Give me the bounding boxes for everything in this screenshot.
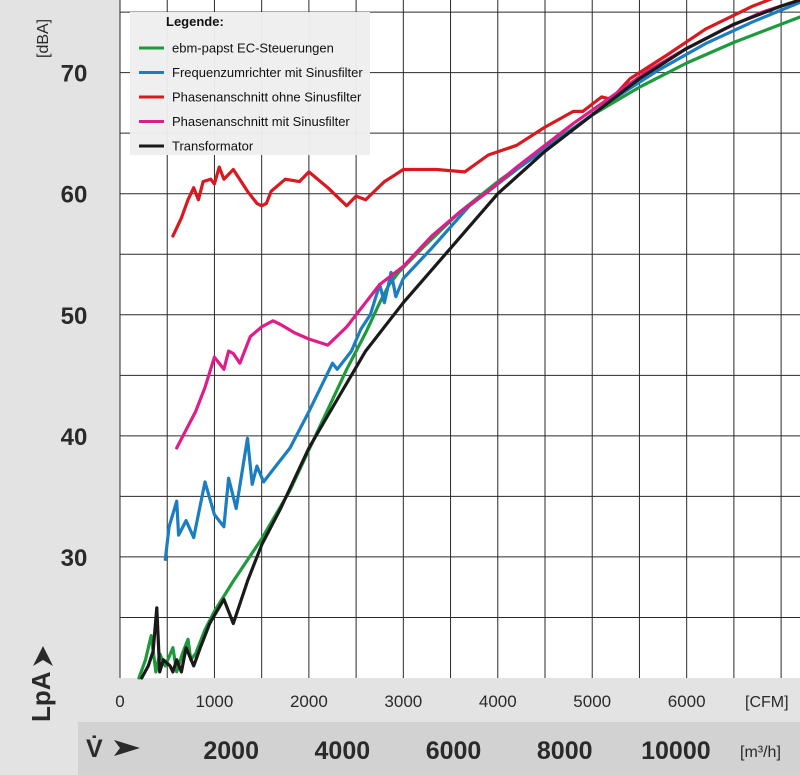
x-tick-label: 0	[115, 692, 124, 711]
m3h-tick-label: 6000	[426, 737, 482, 765]
y-tick-label: 40	[61, 424, 88, 451]
y-axis-arrow-icon	[33, 646, 53, 666]
legend-label: ebm-papst EC-Steuerungen	[172, 41, 334, 56]
x-tick-label: 5000	[573, 692, 611, 711]
y-tick-label: 30	[61, 545, 88, 572]
legend-title: Legende:	[166, 14, 224, 29]
m3h-axis-band	[78, 722, 800, 775]
x-unit-label: [CFM]	[745, 694, 789, 711]
legend-items: ebm-papst EC-Steuerungen Frequenzumrichte…	[139, 41, 363, 154]
x-tick-label: 1000	[196, 692, 234, 711]
x-tick-label: 6000	[668, 692, 706, 711]
x-tick-labels: 0 1000 2000 3000 4000 5000 6000	[115, 692, 705, 711]
m3h-tick-label: 2000	[203, 737, 259, 765]
x-tick-label: 4000	[479, 692, 517, 711]
x-tick-label: 3000	[384, 692, 422, 711]
series-line	[175, 0, 800, 450]
y-tick-label: 50	[61, 303, 88, 330]
y-tick-label: 70	[61, 61, 88, 88]
flow-symbol-label: V̇	[86, 734, 103, 763]
x-tick-label: 2000	[290, 692, 328, 711]
y-unit-label: [dBA]	[35, 19, 52, 58]
y-tick-label: 60	[61, 182, 88, 209]
series-lines	[137, 0, 800, 680]
legend: Legende: ebm-papst EC-Steuerungen Frequen…	[130, 12, 370, 155]
legend-label: Frequenzumrichter mit Sinusfilter	[172, 65, 363, 80]
y-axis-label: LpA	[26, 671, 56, 722]
m3h-tick-labels: 2000 4000 6000 8000 10000	[203, 737, 710, 765]
legend-label: Phasenanschnitt mit Sinusfilter	[172, 114, 350, 129]
series-line	[163, 0, 800, 561]
legend-box	[130, 12, 370, 155]
m3h-tick-label: 10000	[641, 737, 711, 765]
m3h-tick-label: 4000	[315, 737, 371, 765]
series-line	[140, 0, 800, 680]
m3h-unit-label: [m³/h]	[740, 744, 781, 761]
x-axis-arrow-icon	[114, 740, 140, 756]
left-axis-band	[0, 0, 120, 775]
legend-label: Transformator	[172, 139, 254, 154]
m3h-tick-label: 8000	[537, 737, 593, 765]
legend-label: Phasenanschnitt ohne Sinusfilter	[172, 90, 362, 105]
series-line	[171, 0, 774, 238]
y-tick-labels: 30 40 50 60 70	[61, 61, 88, 572]
